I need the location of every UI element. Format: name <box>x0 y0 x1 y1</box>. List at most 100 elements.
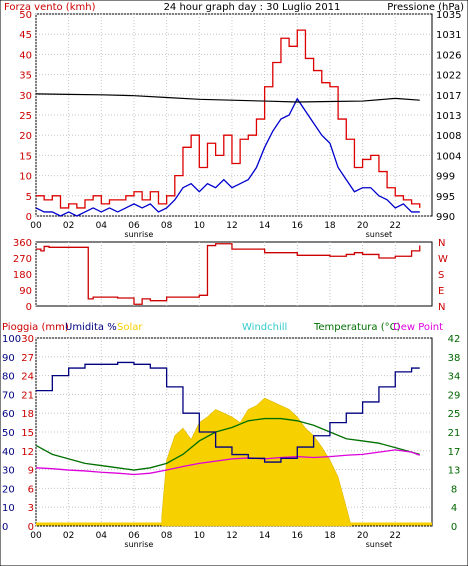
rain-tick-label: 24 <box>21 372 34 383</box>
time-tick-label: 04 <box>96 531 108 541</box>
time-tick-label: 02 <box>63 221 74 231</box>
legend-windchill: Windchill <box>242 322 287 333</box>
pressure-tick-label: 1035 <box>436 10 461 21</box>
humidity-tick-label: 0 <box>2 522 8 533</box>
temperature-tick-label: 0 <box>451 522 457 533</box>
chart-title: 24 hour graph day : 30 Luglio 2011 <box>164 2 341 13</box>
wind-tick-label: 20 <box>19 131 32 142</box>
legend-temperature: Temperatura (°C) <box>313 322 401 333</box>
compass-tick-label: N <box>438 238 445 249</box>
temperature-tick-label: 25 <box>448 409 461 420</box>
temperature-tick-label: 21 <box>448 428 461 439</box>
rain-tick-label: 3 <box>28 503 34 514</box>
rain-tick-label: 9 <box>28 466 34 477</box>
wind-tick-label: 50 <box>19 10 32 21</box>
humidity-tick-label: 90 <box>2 353 15 364</box>
temperature-tick-label: 42 <box>448 334 461 345</box>
dewpoint-series <box>35 449 420 476</box>
humidity-tick-label: 60 <box>2 409 15 420</box>
time-tick-label: 06 <box>128 221 140 231</box>
wind-tick-label: 35 <box>19 71 32 82</box>
compass-tick-label: N <box>438 302 445 313</box>
pressure-tick-label: 1022 <box>436 71 461 82</box>
rain-tick-label: 27 <box>21 353 34 364</box>
direction-series <box>36 243 421 305</box>
direction-tick-label: 180 <box>13 270 32 281</box>
legend-dewpoint: Dew Point <box>393 322 443 333</box>
pressure-tick-label: 1017 <box>436 91 461 102</box>
time-tick-label: 14 <box>259 531 271 541</box>
wind-tick-label: 0 <box>26 212 32 223</box>
time-tick-label: 08 <box>161 531 173 541</box>
time-tick-label: 14 <box>259 221 271 231</box>
legend-rain: Pioggia (mm) <box>2 322 69 333</box>
humidity-tick-label: 10 <box>2 503 15 514</box>
pressure-series <box>35 93 420 103</box>
time-tick-label: 16 <box>292 221 304 231</box>
gust-series <box>36 29 421 209</box>
time-tick-label: 10 <box>194 531 206 541</box>
pressure-axis-label: Pressione (hPa) <box>387 2 464 13</box>
rain-tick-label: 6 <box>28 484 34 495</box>
wind-tick-label: 25 <box>19 111 32 122</box>
pressure-tick-label: 1031 <box>436 30 461 41</box>
sun-annotation: sunset <box>366 230 393 239</box>
humidity-tick-label: 40 <box>2 447 15 458</box>
time-tick-label: 12 <box>226 221 237 231</box>
temperature-tick-label: 17 <box>448 447 461 458</box>
rain-tick-label: 12 <box>21 447 34 458</box>
time-tick-label: 06 <box>128 531 140 541</box>
wind-tick-label: 5 <box>26 192 32 203</box>
humidity-tick-label: 100 <box>2 334 21 345</box>
wind-axis-label: Forza vento (kmh) <box>4 2 96 13</box>
time-tick-label: 04 <box>96 221 108 231</box>
wind-tick-label: 45 <box>19 30 32 41</box>
time-tick-label: 00 <box>30 531 42 541</box>
time-tick-label: 08 <box>161 221 173 231</box>
temperature-tick-label: 29 <box>448 390 461 401</box>
legend-solar: Solar <box>117 322 143 333</box>
time-tick-label: 20 <box>357 531 369 541</box>
time-tick-label: 12 <box>226 531 237 541</box>
wind-tick-label: 10 <box>19 172 32 183</box>
rain-tick-label: 18 <box>21 409 34 420</box>
wind-tick-label: 15 <box>19 151 32 162</box>
legend-humidity: Umidita % <box>65 322 117 333</box>
direction-tick-label: 360 <box>13 238 32 249</box>
humidity-tick-label: 30 <box>2 466 15 477</box>
direction-tick-label: 270 <box>13 254 32 265</box>
pressure-tick-label: 1004 <box>436 151 461 162</box>
pressure-tick-label: 1026 <box>436 50 461 61</box>
pressure-tick-label: 1013 <box>436 111 461 122</box>
temperature-tick-label: 13 <box>448 466 461 477</box>
pressure-tick-label: 1008 <box>436 131 461 142</box>
wind-tick-label: 40 <box>19 50 32 61</box>
compass-tick-label: W <box>438 254 448 265</box>
humidity-tick-label: 70 <box>2 390 15 401</box>
compass-tick-label: E <box>438 286 444 297</box>
solar-area <box>161 397 352 527</box>
time-tick-label: 20 <box>357 221 369 231</box>
sun-annotation: sunrise <box>124 230 153 239</box>
temperature-tick-label: 4 <box>451 503 457 514</box>
rain-tick-label: 15 <box>21 428 34 439</box>
direction-tick-label: 90 <box>19 286 32 297</box>
sun-annotation: sunrise <box>124 540 153 549</box>
humidity-tick-label: 80 <box>2 372 15 383</box>
rain-tick-label: 21 <box>21 390 34 401</box>
rain-humidity-temp-panel: 0102030405060708090100036912151821242730… <box>2 334 460 549</box>
rain-tick-label: 0 <box>28 522 34 533</box>
pressure-tick-label: 995 <box>436 192 455 203</box>
temperature-tick-label: 38 <box>448 353 461 364</box>
average-wind-series <box>35 97 420 217</box>
humidity-tick-label: 50 <box>2 428 15 439</box>
sun-annotation: sunset <box>366 540 393 549</box>
panel-frame <box>35 241 433 307</box>
time-tick-label: 16 <box>292 531 304 541</box>
time-tick-label: 18 <box>324 531 336 541</box>
pressure-tick-label: 990 <box>436 212 455 223</box>
rain-tick-label: 30 <box>21 334 34 345</box>
humidity-series <box>36 361 420 463</box>
